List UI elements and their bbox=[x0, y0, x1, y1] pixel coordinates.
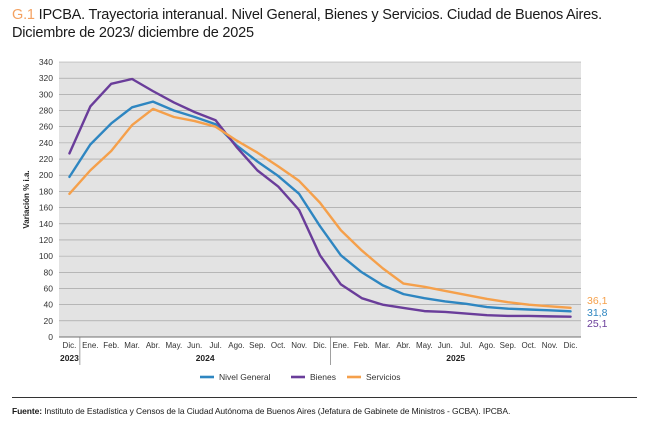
y-tick-label: 220 bbox=[39, 154, 53, 164]
y-tick-label: 40 bbox=[44, 300, 54, 310]
y-tick-label: 160 bbox=[39, 203, 53, 213]
y-tick-label: 60 bbox=[44, 283, 54, 293]
x-tick-label: Dic. bbox=[63, 341, 77, 350]
y-tick-label: 140 bbox=[39, 219, 53, 229]
x-tick-label: Ene. bbox=[82, 341, 98, 350]
legend-label: Servicios bbox=[366, 372, 400, 382]
y-tick-label: 120 bbox=[39, 235, 53, 245]
y-tick-label: 320 bbox=[39, 73, 53, 83]
x-tick-label: Dic. bbox=[564, 341, 578, 350]
y-axis-label: Variación % i.a. bbox=[22, 170, 31, 228]
legend-label: Nivel General bbox=[219, 372, 271, 382]
x-tick-label: Jun. bbox=[187, 341, 202, 350]
x-tick-label: Feb. bbox=[354, 341, 370, 350]
y-tick-label: 240 bbox=[39, 138, 53, 148]
x-tick-label: Abr. bbox=[146, 341, 160, 350]
plot-background bbox=[59, 62, 581, 337]
series-line-nivel-general bbox=[68, 100, 572, 313]
y-tick-label: 300 bbox=[39, 89, 53, 99]
x-tick-label: Dic. bbox=[313, 341, 327, 350]
source-text: Instituto de Estadística y Censos de la … bbox=[44, 406, 511, 416]
series-line-servicios bbox=[68, 107, 572, 309]
y-tick-label: 340 bbox=[39, 57, 53, 67]
end-value-label: 31,8 bbox=[587, 307, 608, 319]
y-tick-label: 260 bbox=[39, 122, 53, 132]
x-tick-label: Jul. bbox=[209, 341, 221, 350]
source-note: Fuente: Instituto de Estadística y Censo… bbox=[12, 406, 510, 416]
line-chart: 0 20 40 60 80 100 120 140 160 180 200 220 240 260 280 3… bbox=[22, 57, 608, 382]
source-label: Fuente: bbox=[12, 406, 42, 416]
x-tick-label: Ago. bbox=[479, 341, 495, 350]
x-year-label: 2023 bbox=[60, 353, 79, 363]
y-tick-label: 280 bbox=[39, 106, 53, 116]
x-tick-label: Sep. bbox=[500, 341, 516, 350]
y-tick-label: 0 bbox=[48, 332, 53, 342]
x-tick-label: Nov. bbox=[291, 341, 307, 350]
x-tick-label: Abr. bbox=[396, 341, 410, 350]
x-tick-label: Sep. bbox=[249, 341, 265, 350]
y-tick-label: 80 bbox=[44, 267, 54, 277]
legend-label: Bienes bbox=[310, 372, 336, 382]
x-year-label: 2025 bbox=[446, 353, 465, 363]
y-tick-label: 180 bbox=[39, 186, 53, 196]
x-tick-label: Ene. bbox=[333, 341, 349, 350]
source-divider bbox=[12, 397, 637, 398]
x-tick-label: Feb. bbox=[103, 341, 119, 350]
y-tick-label: 100 bbox=[39, 251, 53, 261]
x-tick-label: Jul. bbox=[460, 341, 472, 350]
x-tick-label: May. bbox=[165, 341, 182, 350]
x-tick-label: Jun. bbox=[438, 341, 453, 350]
chart-title-text: IPCBA. Trayectoria interanual. Nivel Gen… bbox=[12, 7, 602, 41]
x-tick-label: Mar. bbox=[375, 341, 391, 350]
end-value-label: 25,1 bbox=[587, 318, 608, 330]
series-line-bienes bbox=[68, 77, 572, 318]
x-tick-label: Ago. bbox=[228, 341, 244, 350]
x-tick-label: Oct. bbox=[521, 341, 536, 350]
x-tick-label: Oct. bbox=[271, 341, 286, 350]
y-tick-label: 200 bbox=[39, 170, 53, 180]
x-tick-label: Nov. bbox=[542, 341, 558, 350]
y-tick-label: 20 bbox=[44, 316, 54, 326]
x-year-label: 2024 bbox=[196, 353, 215, 363]
chart-title: G.1 IPCBA. Trayectoria interanual. Nivel… bbox=[12, 6, 632, 42]
end-value-label: 36,1 bbox=[587, 295, 608, 307]
x-tick-label: May. bbox=[416, 341, 433, 350]
chart-number: G.1 bbox=[12, 7, 35, 23]
x-tick-label: Mar. bbox=[124, 341, 140, 350]
